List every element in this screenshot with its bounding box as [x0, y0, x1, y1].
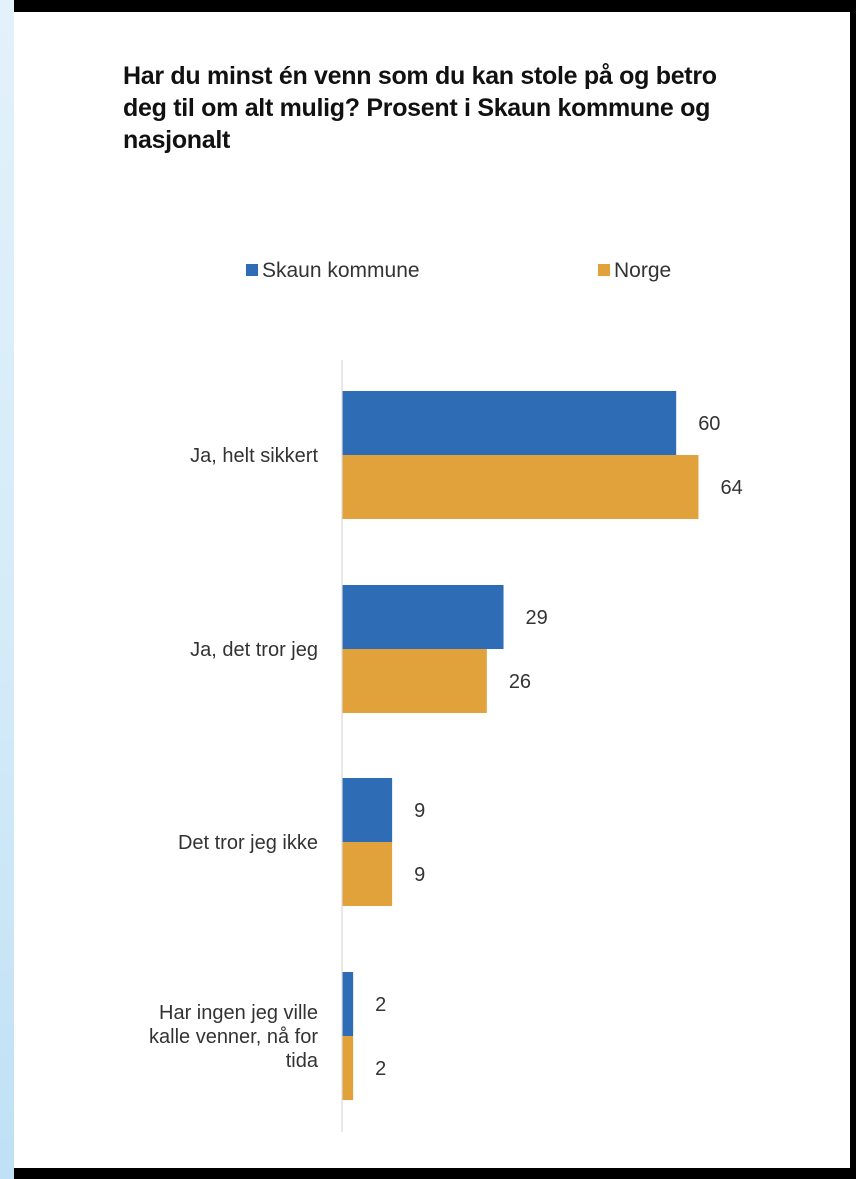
bar: [342, 842, 393, 906]
legend-swatch: [598, 264, 610, 276]
bar: [342, 455, 699, 519]
bar: [342, 778, 393, 842]
category-label: Det tror jeg ikke: [178, 832, 318, 854]
category-label: Har ingen jeg ville kalle venner, nå for t…: [149, 1002, 319, 1072]
bar: [342, 1036, 354, 1100]
side-strip: [0, 0, 14, 1179]
data-label: 29: [526, 607, 548, 629]
bar: [342, 391, 677, 455]
bar: [342, 585, 504, 649]
legend-label: Norge: [614, 259, 671, 282]
legend-item-0: Skaun kommune: [246, 259, 420, 282]
data-label: 60: [698, 413, 720, 435]
data-label: 9: [414, 864, 425, 886]
chart-title: Har du minst én venn som du kan stole på…: [123, 62, 717, 154]
legend-label: Skaun kommune: [262, 259, 420, 282]
chart-panel: Har du minst én venn som du kan stole på…: [14, 12, 850, 1168]
category-label: Ja, helt sikkert: [190, 445, 318, 467]
data-label: 64: [720, 477, 742, 499]
legend-swatch: [246, 264, 258, 276]
data-label: 26: [509, 671, 531, 693]
bar: [342, 972, 354, 1036]
category-label: Ja, det tror jeg: [190, 639, 318, 661]
bar: [342, 649, 487, 713]
data-label: 2: [375, 994, 386, 1016]
legend-item-1: Norge: [598, 259, 671, 282]
data-label: 9: [414, 800, 425, 822]
data-label: 2: [375, 1058, 386, 1080]
